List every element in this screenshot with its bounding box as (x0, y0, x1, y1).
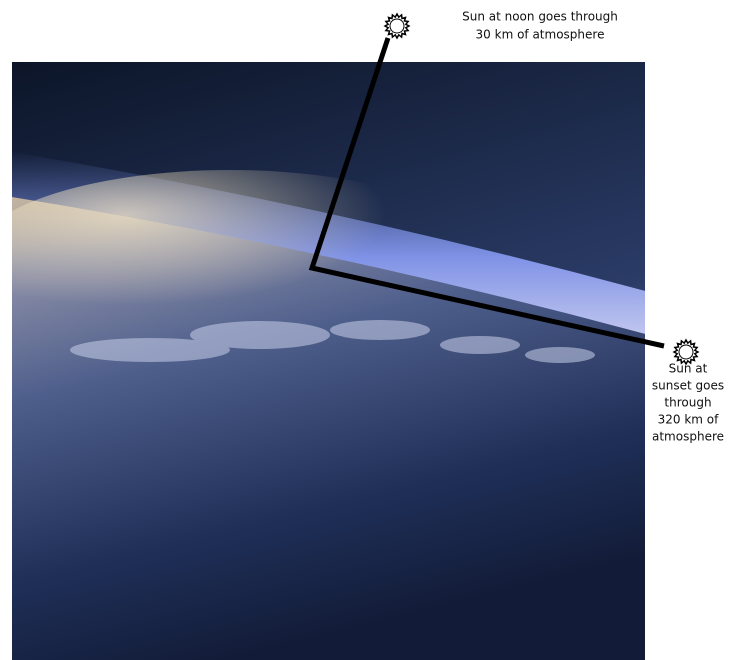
sun-disc (679, 345, 693, 359)
label-line: Sun at (669, 362, 708, 376)
label-line: sunset goes (652, 379, 724, 393)
label-line: 320 km of (658, 413, 720, 427)
page: Sun at noon goes through 30 km of atmosph… (0, 0, 740, 660)
label-line: Sun at noon goes through (462, 10, 618, 24)
sunset-label: Sun at sunset goes through 320 km of atmosph… (652, 362, 724, 444)
sun-icon (385, 14, 409, 38)
label-line: through (664, 396, 711, 410)
sun-icon (674, 340, 698, 364)
earth-photo (0, 62, 660, 660)
sun-disc (390, 19, 404, 33)
noon-label: Sun at noon goes through 30 km of atmosph… (462, 10, 618, 42)
label-line: 30 km of atmosphere (476, 28, 605, 42)
label-line: atmosphere (652, 430, 724, 444)
diagram: Sun at noon goes through 30 km of atmosph… (0, 0, 740, 660)
